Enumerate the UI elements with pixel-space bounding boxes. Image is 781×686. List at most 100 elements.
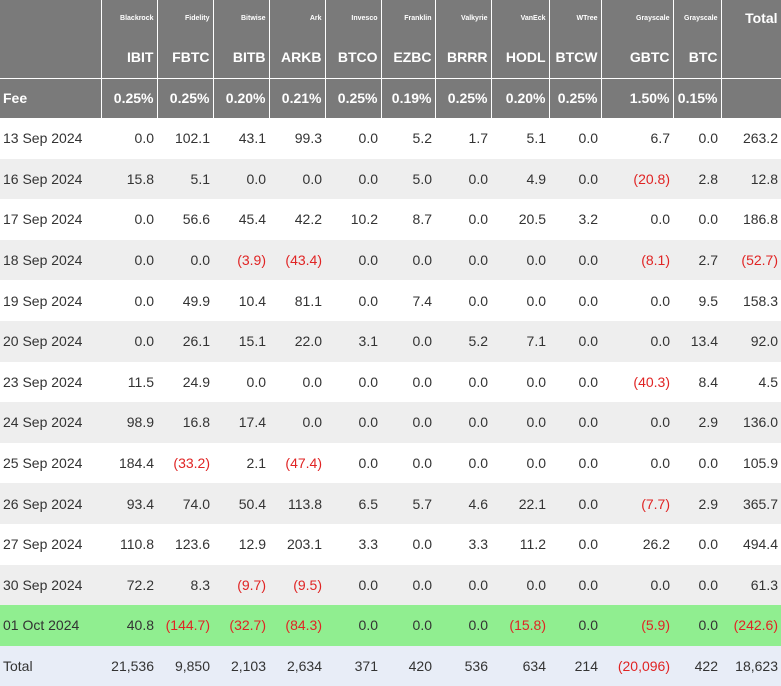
row-total-cell: 105.9 xyxy=(742,455,778,472)
table-row: 25 Sep 2024 184.4 (33.2) 2.1 (47.4) 0.0 0.0 0.0… xyxy=(0,443,781,484)
fund-total-cell: 634 xyxy=(522,657,546,674)
fee-cell: 0.25% xyxy=(325,78,382,118)
date-cell: 18 Sep 2024 xyxy=(3,252,83,269)
flow-value-cell: 3.3 xyxy=(468,536,488,553)
total-header-cell: Total xyxy=(721,0,781,36)
flow-value-cell: 0.0 xyxy=(578,414,598,431)
fee-cell: 1.50% xyxy=(601,78,674,118)
flow-value-cell: 40.8 xyxy=(126,617,154,634)
flow-value-cell: 43.1 xyxy=(238,130,266,147)
fee-cell: 0.25% xyxy=(157,78,214,118)
flow-value-cell: 2.8 xyxy=(698,170,718,187)
fund-total-cell: 420 xyxy=(408,657,432,674)
table-row: 20 Sep 2024 0.0 26.1 15.1 22.0 3.1 0.0 5.2 7.1 0.… xyxy=(0,320,781,362)
ticker-header-cell: HODL xyxy=(491,36,550,78)
flow-value-cell: 6.7 xyxy=(650,130,670,147)
flow-value-cell: 8.3 xyxy=(190,576,210,593)
flow-value-cell: 0.0 xyxy=(358,292,378,309)
date-cell: 01 Oct 2024 xyxy=(3,617,80,634)
flow-value-cell: 6.5 xyxy=(358,495,378,512)
flow-value-cell: 22.1 xyxy=(518,495,546,512)
flow-value-cell: 102.1 xyxy=(174,130,210,147)
flow-value-cell: 0.0 xyxy=(578,252,598,269)
fee-cell: 0.20% xyxy=(213,78,270,118)
flow-value-cell: 0.0 xyxy=(526,576,546,593)
flow-value-cell: 0.0 xyxy=(578,495,598,512)
flow-value-cell: 0.0 xyxy=(302,170,322,187)
fee-cell: 0.25% xyxy=(101,78,158,118)
flow-value-cell: 50.4 xyxy=(238,495,266,512)
date-cell: 19 Sep 2024 xyxy=(3,292,83,309)
fund-total-cell: 21,536 xyxy=(111,657,154,674)
flow-value-cell: 7.4 xyxy=(412,292,432,309)
flow-value-cell: 0.0 xyxy=(468,211,488,228)
ticker-header-cell: BTCO xyxy=(325,36,382,78)
flow-value-cell: 5.2 xyxy=(468,333,488,350)
flow-value-cell: 0.0 xyxy=(578,536,598,553)
flow-value-cell: 0.0 xyxy=(698,211,718,228)
flow-value-cell: 22.0 xyxy=(294,333,322,350)
flow-value-cell: 0.0 xyxy=(468,617,488,634)
flow-value-cell: (43.4) xyxy=(285,252,322,269)
row-total-cell: 136.0 xyxy=(742,414,778,431)
ticker-header-cell: ARKB xyxy=(269,36,326,78)
row-total-cell: (52.7) xyxy=(741,252,778,269)
flow-value-cell: 110.8 xyxy=(120,536,154,553)
issuer-header-cell: Blackrock xyxy=(101,0,158,36)
flow-value-cell: 0.0 xyxy=(468,455,488,472)
flow-value-cell: (144.7) xyxy=(165,617,210,634)
ticker-corner-blank-cell xyxy=(0,36,102,78)
date-cell: 27 Sep 2024 xyxy=(3,536,83,553)
fee-cell: 0.20% xyxy=(491,78,550,118)
fund-total-cell: 422 xyxy=(694,657,718,674)
flow-value-cell: 0.0 xyxy=(134,252,154,269)
flow-value-cell: 0.0 xyxy=(526,252,546,269)
fund-total-cell: (20,096) xyxy=(617,657,670,674)
flow-value-cell: 0.0 xyxy=(578,170,598,187)
ticker-header-cell: EZBC xyxy=(381,36,436,78)
flow-value-cell: 45.4 xyxy=(238,211,266,228)
flow-value-cell: 0.0 xyxy=(650,211,670,228)
ticker-header-cell: FBTC xyxy=(157,36,214,78)
flow-value-cell: 0.0 xyxy=(468,373,488,390)
flow-value-cell: 0.0 xyxy=(358,170,378,187)
fee-cell: 0.21% xyxy=(269,78,326,118)
issuer-header-cell: Valkyrie xyxy=(435,0,492,36)
flow-value-cell: 184.4 xyxy=(118,455,154,472)
flow-value-cell: 0.0 xyxy=(650,292,670,309)
flow-value-cell: 5.1 xyxy=(526,130,546,147)
date-cell: 13 Sep 2024 xyxy=(3,130,83,147)
flow-value-cell: (8.1) xyxy=(641,252,670,269)
flow-value-cell: 8.7 xyxy=(412,211,432,228)
flow-value-cell: 0.0 xyxy=(358,130,378,147)
table-row: 13 Sep 2024 0.0 102.1 43.1 99.3 0.0 5.2 1.7 5.1 0… xyxy=(0,118,781,159)
flow-value-cell: 113.8 xyxy=(288,495,322,512)
flow-value-cell: 0.0 xyxy=(526,373,546,390)
flow-value-cell: 2.7 xyxy=(698,252,718,269)
flow-value-cell: 0.0 xyxy=(358,617,378,634)
flow-value-cell: 0.0 xyxy=(412,617,432,634)
flow-value-cell: 0.0 xyxy=(358,414,378,431)
issuer-header-cell: Bitwise xyxy=(213,0,270,36)
issuer-header-cell: Ark xyxy=(269,0,326,36)
flow-value-cell: 0.0 xyxy=(358,576,378,593)
flow-value-cell: 26.2 xyxy=(642,536,670,553)
row-total-cell: 158.3 xyxy=(742,292,778,309)
flow-value-cell: 0.0 xyxy=(134,211,154,228)
flow-value-cell: (7.7) xyxy=(641,495,670,512)
ticker-total-blank-cell xyxy=(721,36,781,78)
ticker-header-cell: GBTC xyxy=(601,36,674,78)
fee-row: Fee 0.25% 0.25% 0.20% 0.21% 0.25% 0.19% 0.25% 0.… xyxy=(0,78,781,118)
ticker-header-cell: BRRR xyxy=(435,36,492,78)
flow-value-cell: 0.0 xyxy=(190,252,210,269)
ticker-header-cell: BTC xyxy=(673,36,722,78)
flow-value-cell: 0.0 xyxy=(302,373,322,390)
flow-value-cell: 74.0 xyxy=(182,495,210,512)
table-row: 23 Sep 2024 11.5 24.9 0.0 0.0 0.0 0.0 0.0 0.0 0.0… xyxy=(0,362,781,403)
flow-value-cell: 0.0 xyxy=(412,536,432,553)
flow-value-cell: 0.0 xyxy=(698,130,718,147)
table-row: 16 Sep 2024 15.8 5.1 0.0 0.0 0.0 5.0 0.0 4.9 0.0 (… xyxy=(0,158,781,200)
fee-cell: 0.25% xyxy=(435,78,492,118)
flow-value-cell: 15.8 xyxy=(126,170,154,187)
row-total-cell: 365.7 xyxy=(742,495,778,512)
